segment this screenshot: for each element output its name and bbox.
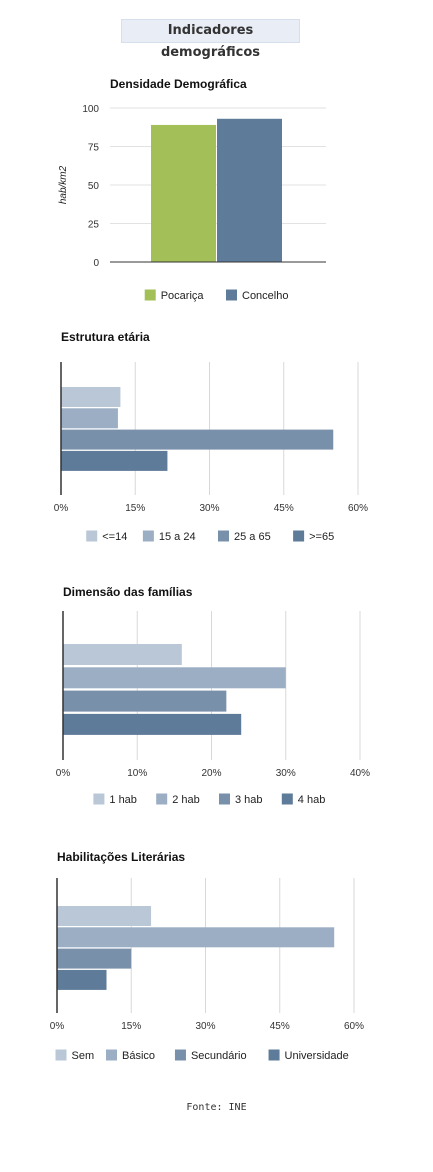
x-tick-label-15: 15% [125,503,145,514]
x-tick-label-15: 15% [121,1021,141,1032]
legend-swatch-4-hab [281,793,293,805]
legend-label-universidade: Universidade [285,1050,349,1062]
age-structure-chart: Estrutura etária 0% 15% 30% 45% 60% <=14 15 a 2… [54,330,368,543]
education-chart: Habilitações Literárias 0% 15% 30% 45% 60% Sem… [50,850,364,1062]
bar-25-a-65 [61,429,334,450]
x-tick-label-30: 30% [276,768,296,779]
bar-sem [57,906,152,926]
legend-label-pocari-a: Pocariça [161,290,205,302]
x-tick-label-0: 0% [56,768,71,779]
y-tick-label-0: 0 [93,258,99,269]
x-tick-label-10: 10% [127,768,147,779]
legend-swatch-secund-rio [174,1049,186,1061]
legend-swatch-3-hab [219,793,230,805]
legend-swatch-14 [86,530,98,542]
legend-swatch-2-hab [156,793,168,805]
x-tick-label-0: 0% [54,503,69,514]
bar-65 [61,450,168,471]
bar-pocari-a [151,124,216,262]
x-tick-label-60: 60% [344,1021,364,1032]
legend-swatch-sem [55,1049,67,1061]
y-tick-label-25: 25 [88,220,100,231]
legend-swatch-concelho [226,289,237,301]
chart-title: Dimensão das famílias [63,585,193,599]
legend-swatch-b-sico [106,1049,117,1061]
bar-2-hab [63,667,286,689]
chart-title: Habilitações Literárias [57,850,185,864]
x-tick-label-0: 0% [50,1021,65,1032]
y-tick-label-100: 100 [82,104,99,115]
bar-15-a-24 [61,408,118,429]
x-tick-label-45: 45% [270,1021,290,1032]
x-tick-label-30: 30% [199,503,219,514]
bar-b-sico [57,927,335,948]
legend-label-secund-rio: Secundário [191,1050,247,1062]
legend-label-concelho: Concelho [242,290,288,302]
legend-label-4-hab: 4 hab [298,794,326,806]
x-tick-label-45: 45% [274,503,294,514]
legend-label-14: <=14 [102,531,127,543]
x-tick-label-20: 20% [201,768,221,779]
page-title: Indicadores demográficos [121,19,300,60]
bar-1-hab [63,644,182,665]
legend-swatch-25-a-65 [218,530,229,542]
source-note: Fonte: INE [186,1102,247,1113]
bar-secund-rio [57,948,132,969]
family-size-chart: Dimensão das famílias 0% 10% 20% 30% 40% 1 hab… [56,585,370,806]
x-tick-label-60: 60% [348,503,368,514]
legend-label-1-hab: 1 hab [109,794,137,806]
y-axis-label: hab/km2 [58,165,69,204]
legend-label-b-sico: Básico [122,1050,155,1062]
bar-concelho [217,118,282,262]
bar-14 [61,387,121,407]
legend-swatch-universidade [268,1049,280,1061]
y-tick-label-75: 75 [88,143,100,154]
legend-swatch-65 [293,530,305,542]
legend-swatch-15-a-24 [142,530,154,542]
legend-label-3-hab: 3 hab [235,794,263,806]
chart-title: Estrutura etária [61,330,150,344]
chart-title: Densidade Demográfica [110,77,247,91]
bar-3-hab [63,690,227,712]
legend-label-2-hab: 2 hab [172,794,200,806]
legend-label-sem: Sem [72,1050,95,1062]
x-tick-label-40: 40% [350,768,370,779]
legend-swatch-pocari-a [144,289,156,301]
legend-label-65: >=65 [309,531,334,543]
y-tick-label-50: 50 [88,181,100,192]
legend-label-15-a-24: 15 a 24 [159,531,196,543]
bar-universidade [57,969,107,990]
legend-label-25-a-65: 25 a 65 [234,531,271,543]
density-chart: Densidade Demográfica 100 75 50 25 0 hab/km2 Po… [58,77,326,302]
x-tick-label-30: 30% [195,1021,215,1032]
bar-4-hab [63,713,242,735]
legend-swatch-1-hab [93,793,105,805]
